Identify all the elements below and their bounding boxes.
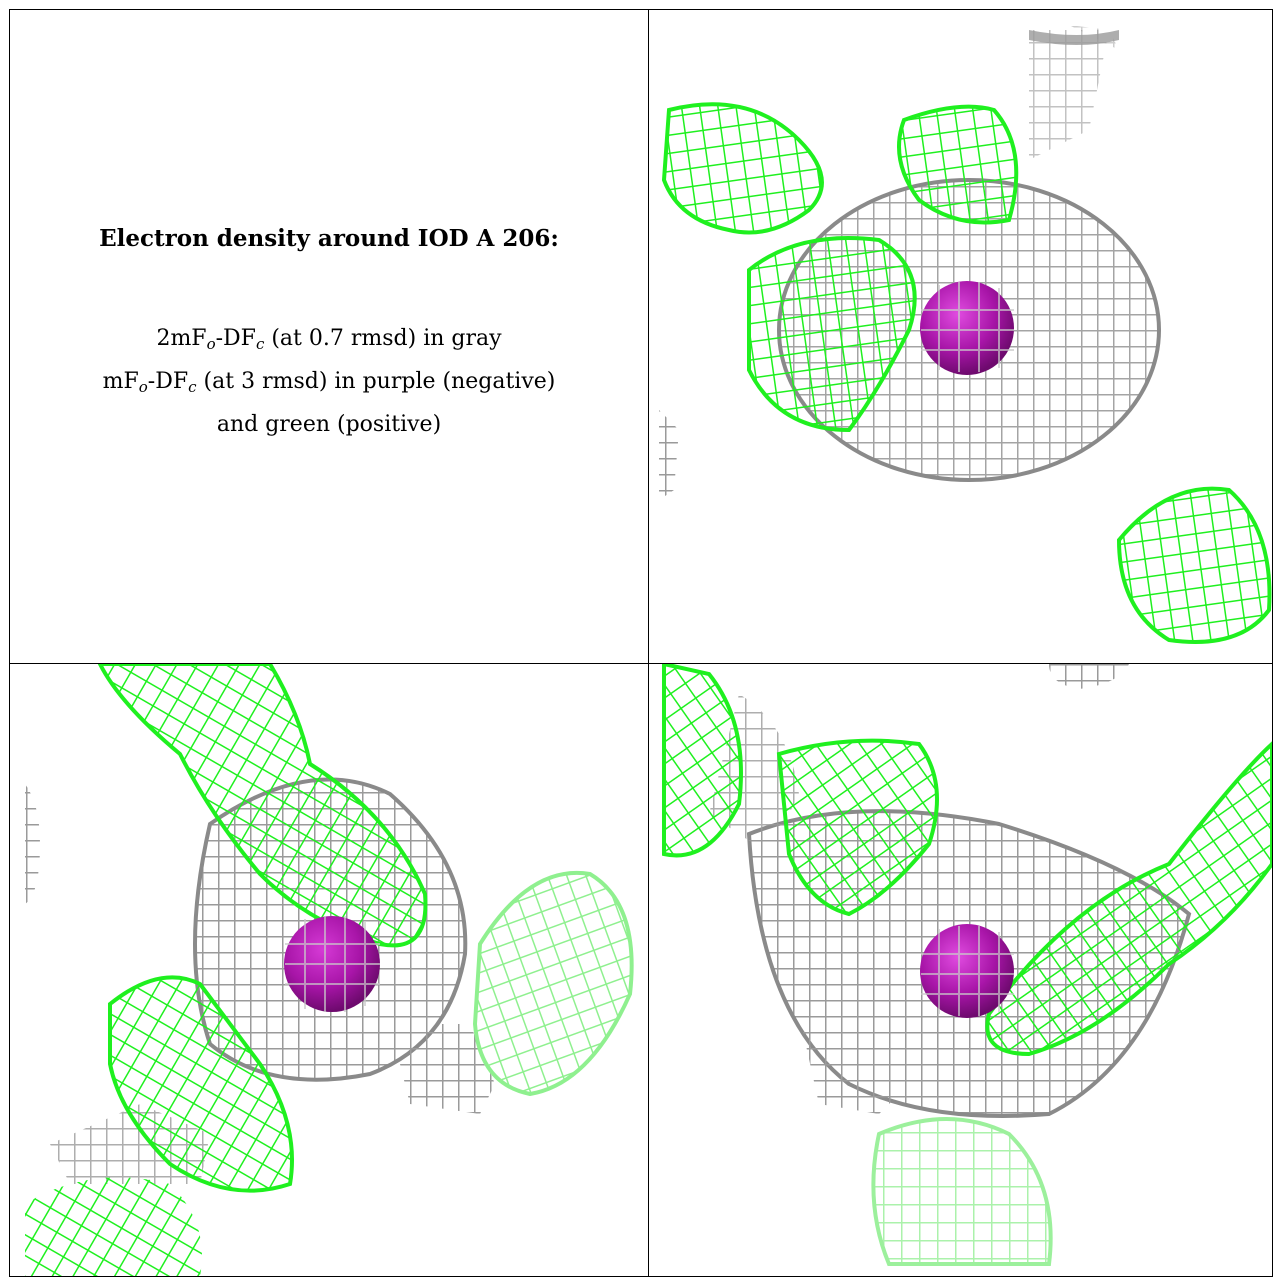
legend-line1-b-sub: c [255, 335, 265, 353]
vertical-divider [648, 9, 649, 1277]
legend-line1-b: -DF [215, 326, 256, 351]
legend-line1-a: 2mF [156, 326, 207, 351]
green-mesh-shapes [662, 664, 1272, 1266]
legend-text: 2mFo-DFc (at 0.7 rmsd) in gray mFo-DFc (… [10, 320, 648, 444]
green-mesh-shapes [25, 664, 634, 1276]
legend-line2-a-sub: o [138, 378, 148, 396]
legend-line1-a-sub: o [206, 335, 216, 353]
legend-panel: Electron density around IOD A 206: 2mFo-… [10, 10, 648, 663]
legend-line-purple: mFo-DFc (at 3 rmsd) in purple (negative) [10, 363, 648, 406]
horizontal-divider [9, 663, 1273, 664]
view-bottom-left [10, 664, 648, 1276]
gray-mesh-shapes [659, 25, 1161, 500]
legend-line2-a: mF [102, 369, 139, 394]
density-render-top-right [659, 25, 1272, 644]
legend-line2-b: -DF [147, 369, 189, 394]
view-bottom-right [649, 664, 1272, 1276]
legend-line2-b-sub: c [188, 378, 197, 396]
density-render-bottom-left [25, 664, 634, 1276]
legend-line2-rest: (at 3 rmsd) in purple (negative) [196, 369, 556, 394]
legend-line1-rest: (at 0.7 rmsd) in gray [264, 326, 502, 351]
legend-line-green: and green (positive) [216, 412, 442, 437]
density-render-bottom-right [662, 664, 1272, 1266]
legend-line-gray: 2mFo-DFc (at 0.7 rmsd) in gray [10, 320, 648, 363]
iodine-atom-icon [920, 281, 1014, 375]
green-mesh-shapes [661, 102, 1272, 644]
view-top-right [649, 10, 1272, 663]
figure-title: Electron density around IOD A 206: [99, 225, 559, 252]
